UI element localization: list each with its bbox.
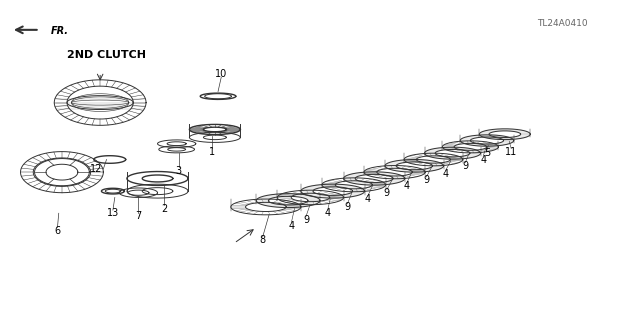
Text: 5: 5: [484, 148, 490, 158]
Text: 9: 9: [423, 175, 429, 185]
Text: 12: 12: [90, 164, 102, 174]
Text: 4: 4: [442, 169, 449, 179]
Text: 4: 4: [480, 154, 486, 165]
Text: 6: 6: [54, 226, 61, 236]
Text: 4: 4: [288, 221, 294, 231]
Polygon shape: [479, 129, 531, 140]
Text: 4: 4: [365, 194, 371, 204]
Text: 2ND CLUTCH: 2ND CLUTCH: [67, 50, 146, 60]
Text: 8: 8: [260, 235, 266, 245]
Polygon shape: [344, 172, 404, 185]
Polygon shape: [385, 160, 444, 172]
Polygon shape: [301, 184, 365, 198]
Polygon shape: [256, 194, 320, 208]
Text: 3: 3: [175, 166, 182, 175]
Text: TL24A0410: TL24A0410: [537, 19, 588, 28]
Text: 11: 11: [505, 147, 517, 157]
Text: 4: 4: [404, 182, 410, 191]
Polygon shape: [424, 147, 481, 159]
Text: FR.: FR.: [51, 26, 68, 36]
Text: 4: 4: [324, 208, 331, 218]
Text: 1: 1: [209, 147, 215, 157]
Text: 7: 7: [135, 211, 141, 221]
Text: 13: 13: [107, 208, 119, 218]
Text: 9: 9: [344, 202, 351, 212]
Text: 9: 9: [462, 161, 468, 171]
Polygon shape: [460, 135, 514, 146]
Text: 9: 9: [384, 188, 390, 198]
Text: 2: 2: [161, 204, 167, 213]
Text: 9: 9: [303, 215, 309, 225]
Text: 10: 10: [215, 69, 227, 79]
